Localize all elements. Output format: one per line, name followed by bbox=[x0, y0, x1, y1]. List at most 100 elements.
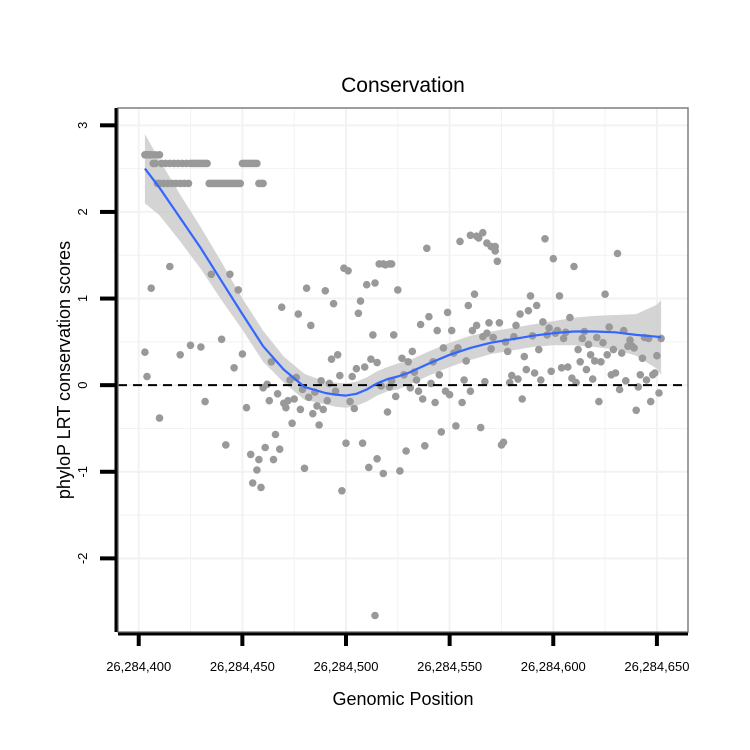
plot-frame bbox=[117, 107, 689, 633]
data-point bbox=[151, 159, 160, 168]
data-point bbox=[479, 228, 487, 237]
data-point bbox=[367, 355, 375, 364]
data-point bbox=[365, 463, 373, 472]
points-layer bbox=[141, 151, 665, 620]
data-point bbox=[389, 331, 398, 339]
data-point bbox=[626, 336, 634, 344]
data-point bbox=[472, 232, 481, 240]
data-point bbox=[447, 326, 456, 335]
data-point bbox=[481, 377, 489, 386]
y-tick-label: -2 bbox=[75, 553, 90, 565]
data-point bbox=[226, 270, 234, 279]
data-point bbox=[564, 363, 572, 371]
data-point bbox=[373, 358, 381, 367]
data-point bbox=[495, 319, 504, 327]
data-point bbox=[147, 284, 155, 293]
y-tick-label: 3 bbox=[75, 122, 90, 129]
data-point bbox=[255, 455, 263, 464]
data-point bbox=[576, 358, 584, 366]
data-point bbox=[549, 254, 558, 263]
data-point bbox=[273, 390, 282, 398]
data-point bbox=[646, 397, 655, 406]
data-point bbox=[315, 421, 323, 429]
data-point bbox=[532, 301, 541, 310]
y-tick-label: -1 bbox=[75, 466, 90, 478]
data-point bbox=[402, 447, 410, 455]
data-point bbox=[369, 331, 377, 339]
data-point bbox=[516, 310, 524, 318]
x-tick-label: 26,284,450 bbox=[210, 659, 275, 674]
data-point bbox=[412, 376, 421, 384]
data-point bbox=[615, 385, 624, 394]
data-point bbox=[574, 345, 582, 354]
data-point bbox=[414, 387, 423, 396]
data-point bbox=[166, 262, 174, 271]
data-point bbox=[383, 408, 392, 416]
data-point bbox=[535, 345, 543, 354]
data-point bbox=[371, 611, 379, 620]
data-point bbox=[288, 419, 296, 428]
data-point bbox=[323, 396, 332, 405]
data-point bbox=[344, 267, 352, 275]
data-point bbox=[578, 334, 587, 343]
data-point bbox=[203, 159, 211, 168]
data-point bbox=[346, 397, 354, 406]
data-point bbox=[530, 369, 539, 377]
data-point bbox=[348, 372, 357, 381]
data-point bbox=[466, 231, 475, 240]
data-point bbox=[356, 297, 365, 305]
data-point bbox=[642, 376, 651, 384]
data-point bbox=[456, 237, 464, 246]
data-point bbox=[336, 371, 344, 380]
data-point bbox=[248, 479, 257, 487]
data-point bbox=[327, 355, 336, 364]
data-point bbox=[338, 487, 346, 495]
data-point bbox=[253, 159, 261, 168]
data-point bbox=[485, 319, 493, 327]
data-point bbox=[636, 371, 645, 379]
data-point bbox=[586, 351, 595, 359]
data-point bbox=[143, 372, 151, 381]
data-point bbox=[603, 351, 611, 359]
data-point bbox=[257, 483, 265, 492]
data-point bbox=[354, 309, 363, 318]
data-point bbox=[197, 343, 205, 351]
data-point bbox=[609, 345, 618, 354]
data-point bbox=[584, 340, 593, 349]
data-point bbox=[466, 387, 475, 396]
y-tick-label: 2 bbox=[75, 208, 90, 215]
data-point bbox=[186, 341, 195, 350]
data-point bbox=[489, 333, 498, 342]
data-point bbox=[242, 403, 251, 412]
data-point bbox=[236, 179, 245, 188]
data-point bbox=[373, 455, 381, 463]
data-point bbox=[657, 334, 665, 343]
data-point bbox=[307, 321, 315, 330]
data-point bbox=[331, 387, 340, 396]
data-point bbox=[284, 396, 292, 405]
data-point bbox=[547, 367, 555, 376]
data-point bbox=[155, 151, 164, 159]
data-point bbox=[445, 390, 454, 399]
chart-title: Conservation bbox=[341, 74, 465, 97]
smooth-line-layer bbox=[144, 167, 662, 397]
data-point bbox=[277, 303, 286, 312]
data-point bbox=[362, 280, 371, 289]
x-tick-label: 26,284,550 bbox=[417, 659, 482, 674]
data-point bbox=[296, 405, 305, 414]
data-point bbox=[275, 445, 284, 454]
data-point bbox=[460, 376, 468, 384]
data-point bbox=[217, 335, 226, 344]
data-point bbox=[319, 405, 328, 414]
data-point bbox=[238, 350, 247, 358]
data-point bbox=[597, 358, 605, 366]
data-point bbox=[503, 347, 512, 356]
data-point bbox=[464, 301, 473, 310]
data-point bbox=[207, 270, 216, 279]
data-point bbox=[246, 450, 255, 459]
data-point bbox=[176, 351, 184, 359]
data-point bbox=[396, 467, 404, 475]
data-point bbox=[333, 351, 342, 359]
data-point bbox=[526, 292, 535, 300]
